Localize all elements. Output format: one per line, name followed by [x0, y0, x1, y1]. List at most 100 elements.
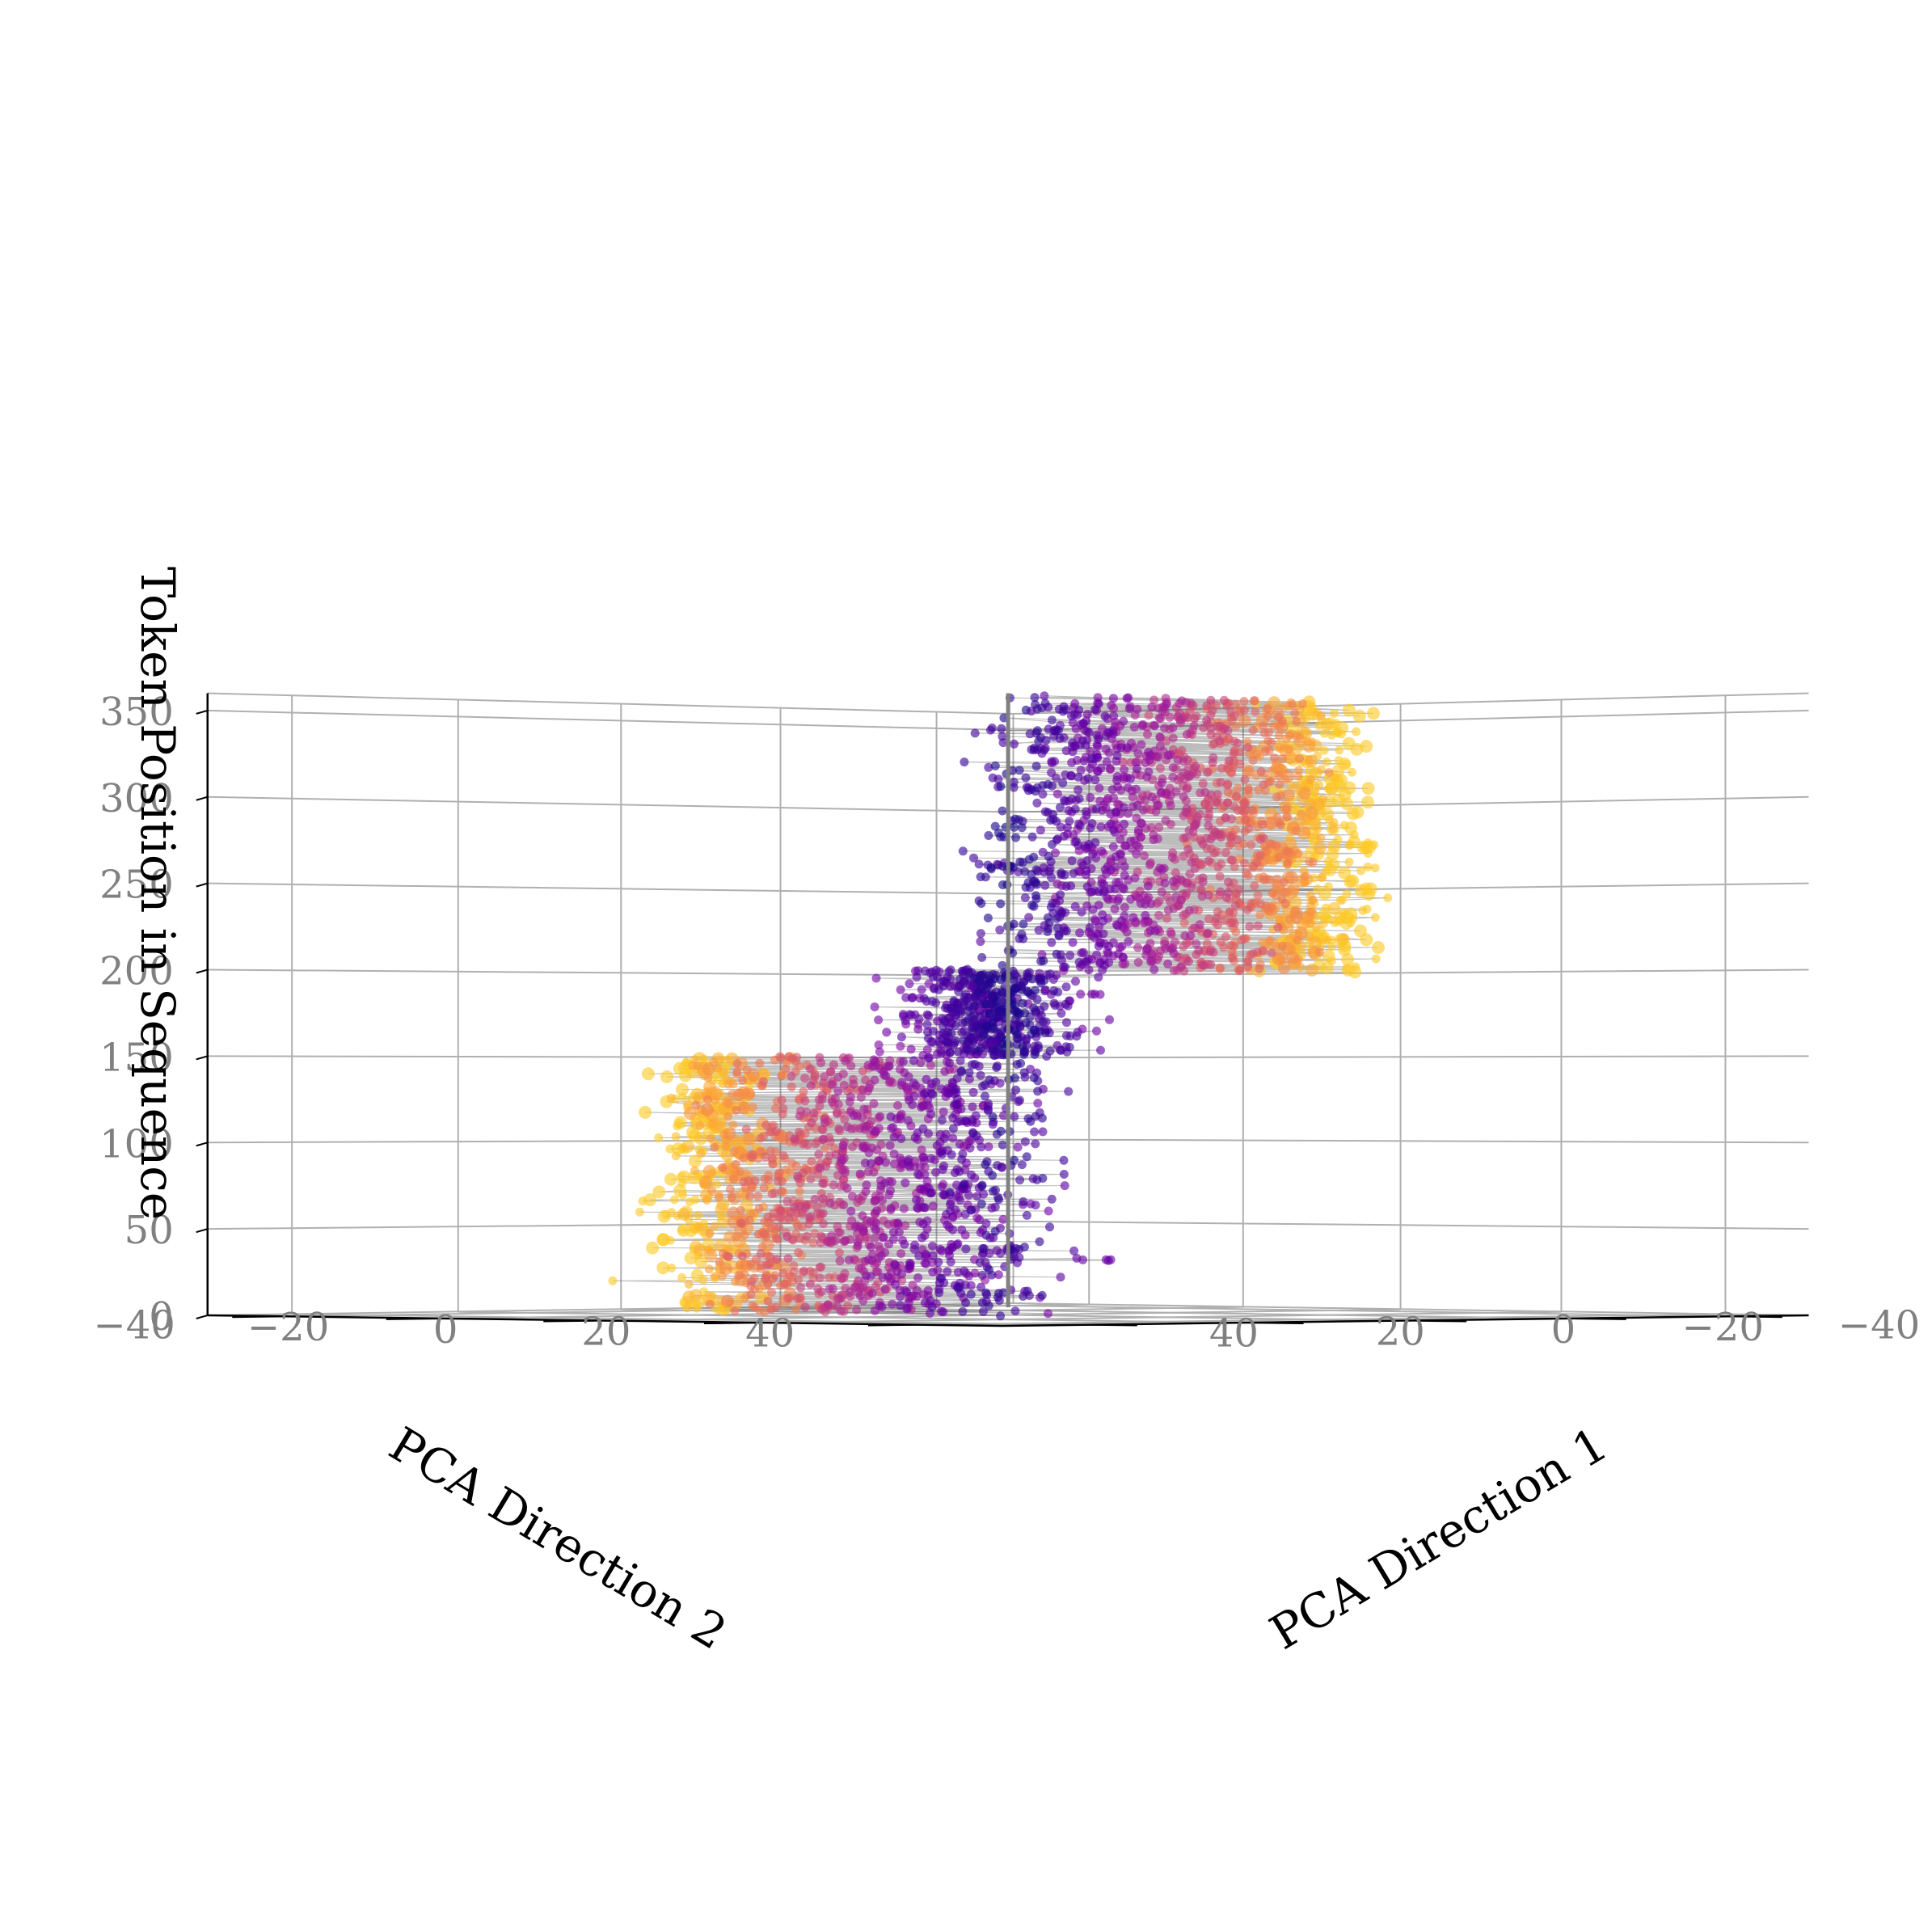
data-point: [828, 1097, 837, 1107]
data-point: [1044, 1206, 1053, 1216]
data-point: [706, 1133, 715, 1143]
data-point: [960, 1266, 969, 1276]
data-point: [1144, 747, 1154, 757]
data-point: [952, 1282, 962, 1292]
data-point: [967, 1170, 976, 1180]
data-point: [1157, 778, 1166, 787]
data-point: [807, 1157, 816, 1167]
data-point: [919, 1089, 929, 1099]
data-point: [714, 1239, 728, 1252]
data-point: [1258, 938, 1268, 947]
data-point: [711, 1272, 720, 1281]
data-point: [1242, 905, 1252, 914]
data-point: [1048, 840, 1057, 849]
data-point: [656, 1261, 670, 1275]
y-tick: [232, 1315, 284, 1319]
data-point: [998, 738, 1008, 748]
data-point: [1010, 814, 1020, 824]
data-point: [934, 1257, 943, 1267]
data-point: [681, 1140, 694, 1153]
data-point: [931, 965, 941, 975]
data-point: [1109, 711, 1119, 721]
data-point: [1112, 775, 1122, 785]
data-point: [714, 1192, 723, 1202]
data-point: [1027, 974, 1037, 984]
axis-layer: −40 −20 0 20 40 −40 −20 0 20 40 0 50 100 150 200 250 300…: [94, 690, 1921, 1357]
data-point: [1011, 833, 1021, 842]
data-point: [983, 1104, 993, 1114]
data-point: [1084, 965, 1094, 975]
data-point: [977, 952, 987, 962]
data-point: [1149, 835, 1158, 845]
data-point: [998, 862, 1007, 871]
data-point: [1038, 1174, 1048, 1183]
data-point: [1182, 729, 1192, 739]
data-point: [739, 1101, 749, 1111]
data-point: [1232, 791, 1242, 801]
z-tick-label: 200: [99, 949, 174, 994]
data-point: [1031, 1112, 1040, 1121]
data-point: [1155, 741, 1165, 751]
z-tick: [196, 1228, 209, 1234]
data-point: [805, 1212, 815, 1222]
data-point: [1149, 695, 1159, 705]
data-point: [816, 1287, 826, 1297]
data-point: [1224, 877, 1233, 887]
data-point: [1124, 693, 1133, 703]
data-point: [875, 1156, 884, 1166]
data-point: [1027, 832, 1037, 842]
data-point: [1027, 870, 1036, 880]
data-point: [1133, 825, 1143, 835]
data-point: [949, 996, 959, 1006]
data-point: [753, 1192, 763, 1201]
data-point: [1216, 887, 1225, 897]
data-point: [996, 1126, 1006, 1136]
data-point: [1015, 766, 1024, 775]
data-point: [939, 1133, 949, 1143]
data-point: [743, 1132, 757, 1146]
data-point: [795, 1187, 804, 1196]
data-point: [739, 1153, 749, 1163]
data-point: [1023, 878, 1033, 888]
data-point: [766, 1305, 776, 1314]
data-point: [1226, 707, 1236, 717]
data-point: [1259, 841, 1269, 850]
data-point: [835, 1256, 845, 1266]
data-point: [729, 1146, 739, 1156]
data-point: [968, 1087, 978, 1097]
data-point: [859, 1226, 868, 1236]
data-point: [994, 1289, 1004, 1298]
wall-left-grid-horizontal: [207, 1138, 1014, 1144]
data-point: [1047, 872, 1056, 882]
data-point: [795, 1111, 804, 1120]
data-point: [1190, 863, 1200, 873]
data-point: [950, 981, 960, 991]
data-point: [783, 1232, 792, 1241]
data-point: [1027, 901, 1037, 910]
data-point: [1061, 881, 1071, 891]
data-point: [906, 1045, 916, 1054]
data-point: [1118, 883, 1128, 893]
data-point: [917, 1233, 926, 1243]
data-point: [1112, 751, 1122, 761]
data-point: [1168, 733, 1178, 743]
data-point: [1295, 753, 1305, 763]
data-point: [928, 1251, 938, 1260]
data-point: [1119, 716, 1128, 726]
data-point: [736, 1205, 745, 1215]
data-point: [963, 964, 972, 974]
data-point: [1183, 845, 1193, 854]
data-point: [768, 1274, 778, 1284]
data-point: [871, 1225, 880, 1234]
data-point: [1096, 822, 1106, 832]
data-point: [688, 1154, 702, 1168]
data-point: [1123, 783, 1133, 792]
data-point: [842, 1184, 852, 1193]
data-point: [945, 1013, 955, 1023]
data-point: [1293, 771, 1303, 781]
data-point: [793, 1171, 803, 1181]
data-points: [608, 691, 1393, 1321]
data-point: [841, 1235, 850, 1245]
data-point: [996, 782, 1006, 791]
data-point: [960, 758, 969, 767]
